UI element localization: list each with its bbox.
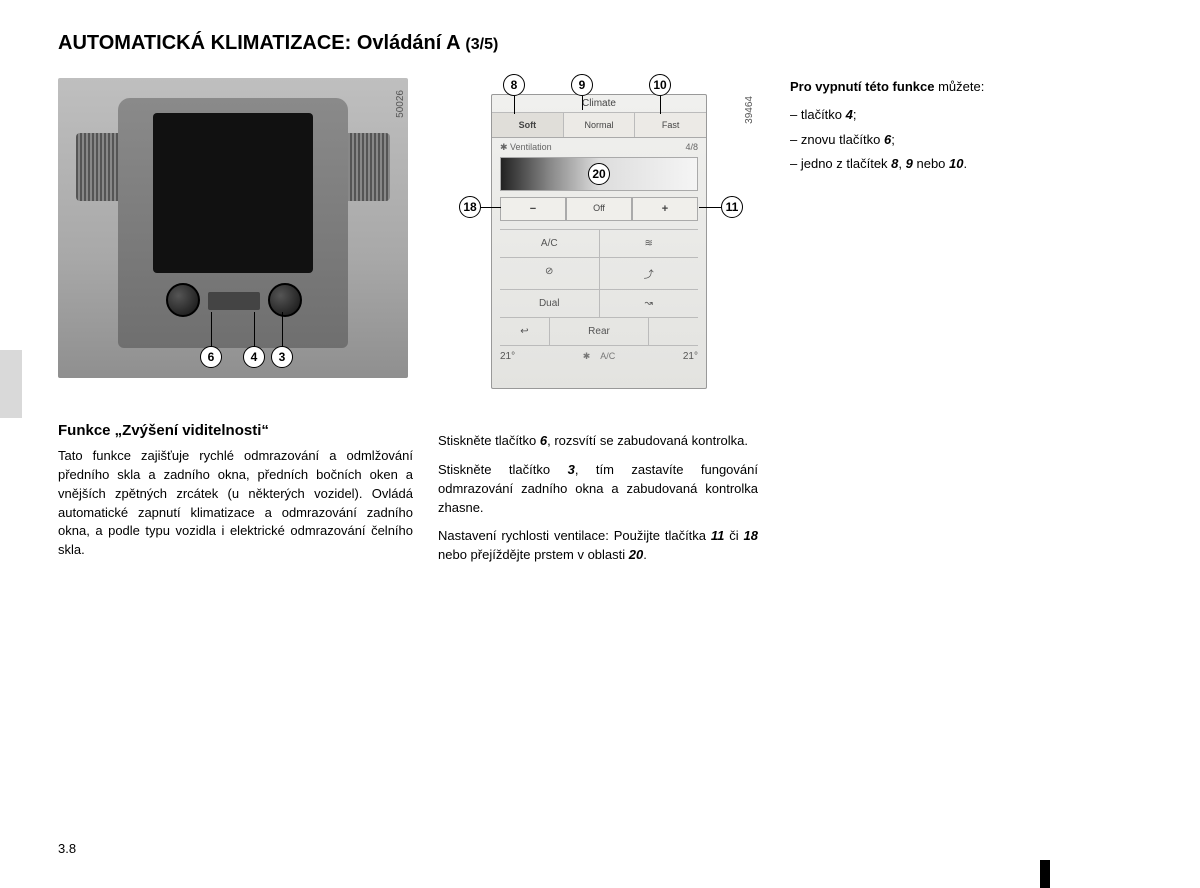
temp-right: 21° [683, 351, 698, 362]
col3-li3: jedno z tlačítek 8, 9 nebo 10. [790, 152, 1120, 177]
leader-6 [211, 312, 212, 347]
leader-9 [582, 96, 583, 110]
col2-p3: Nastavení rychlosti ventilace: Použijte … [438, 527, 758, 565]
leader-18 [481, 207, 501, 208]
page-number: 3.8 [58, 841, 76, 856]
callout-4: 4 [243, 346, 265, 368]
leader-3 [282, 312, 283, 347]
dashboard-knob-left [166, 283, 200, 317]
climate-figure: Climate Soft Normal Fast ✱ Ventilation 4… [463, 78, 753, 400]
climate-bottom-bar: 21° ✱ A/C 21° [492, 346, 706, 362]
column-1: 50026 6 4 3 Funkce „Zvýšení viditelnosti… [58, 78, 413, 570]
ventilation-value: 4/8 [685, 142, 698, 153]
leader-11 [699, 207, 721, 208]
grid-dual: Dual [500, 290, 600, 317]
dashboard-button-row [208, 292, 260, 310]
figure2-code: 39464 [744, 96, 755, 124]
callout-18: 18 [459, 196, 481, 218]
grid-back: ↩ [500, 318, 550, 345]
grid-rear: Rear [550, 318, 649, 345]
thumb-tab [0, 350, 22, 418]
climate-panel: Climate Soft Normal Fast ✱ Ventilation 4… [491, 94, 707, 389]
col3-lead: Pro vypnutí této funkce můžete: [790, 78, 1120, 97]
climate-header: Climate [492, 95, 706, 113]
col1-paragraph: Tato funkce zajišťuje rychlé odmrazování… [58, 447, 413, 560]
grid-airflow-3: ↝ [600, 290, 699, 317]
column-3: Pro vypnutí této funkce můžete: tlačítko… [790, 78, 1120, 177]
grid-airflow-2: ⤴ [600, 258, 699, 289]
ventilation-label: ✱ Ventilation [500, 142, 552, 153]
climate-tab-fast: Fast [635, 113, 706, 137]
fan-icon: ✱ [583, 351, 591, 362]
callout-9: 9 [571, 74, 593, 96]
ref-3: 3 [568, 462, 575, 477]
leader-10 [660, 96, 661, 114]
col3-li1: tlačítko 4; [790, 103, 1120, 128]
title-main: AUTOMATICKÁ KLIMATIZACE: Ovládání A [58, 32, 465, 54]
crop-mark [1040, 860, 1050, 888]
grid-recirc: ⊘ [500, 258, 600, 289]
ventilation-off: Off [566, 197, 632, 221]
col2-p2: Stiskněte tlačítko 3, tím zastavíte fung… [438, 461, 758, 518]
leader-8 [514, 96, 515, 114]
figure1-code: 50026 [395, 90, 406, 118]
dashboard-figure: 50026 6 4 3 [58, 78, 408, 378]
air-vent-left [76, 133, 124, 201]
grid-blank [649, 318, 698, 345]
callout-10: 10 [649, 74, 671, 96]
climate-tab-soft: Soft [492, 113, 564, 137]
ventilation-plus: + [632, 197, 698, 221]
climate-tabs: Soft Normal Fast [492, 113, 706, 138]
column-2: Climate Soft Normal Fast ✱ Ventilation 4… [438, 78, 758, 575]
title-sub: (3/5) [465, 36, 498, 53]
air-vent-right [342, 133, 390, 201]
col1-subheading: Funkce „Zvýšení viditelnosti“ [58, 422, 413, 439]
col2-p1: Stiskněte tlačítko 6, rozsvítí se zabudo… [438, 432, 758, 451]
leader-4 [254, 312, 255, 347]
dashboard-screen [153, 113, 313, 273]
callout-6: 6 [200, 346, 222, 368]
callout-3: 3 [271, 346, 293, 368]
page-title: AUTOMATICKÁ KLIMATIZACE: Ovládání A (3/5… [58, 32, 498, 55]
col3-li2: znovu tlačítko 6; [790, 128, 1120, 153]
ref-18: 18 [744, 528, 758, 543]
climate-grid: A/C ≋ ⊘ ⤴ Dual ↝ ↩ Rear [500, 229, 698, 346]
dashboard-knob-right [268, 283, 302, 317]
callout-8: 8 [503, 74, 525, 96]
ventilation-pm-row: − Off + [500, 197, 698, 221]
ventilation-row: ✱ Ventilation 4/8 [492, 138, 706, 157]
temp-left: 21° [500, 351, 515, 362]
ref-20: 20 [629, 547, 643, 562]
col3-list: tlačítko 4; znovu tlačítko 6; jedno z tl… [790, 103, 1120, 177]
grid-ac: A/C [500, 230, 600, 257]
ref-11: 11 [711, 528, 725, 543]
climate-tab-normal: Normal [564, 113, 636, 137]
ventilation-minus: − [500, 197, 566, 221]
callout-20: 20 [588, 163, 610, 185]
grid-airflow-1: ≋ [600, 230, 699, 257]
ac-icon: A/C [600, 351, 615, 362]
bottom-icons: ✱ A/C [583, 351, 616, 362]
callout-11: 11 [721, 196, 743, 218]
